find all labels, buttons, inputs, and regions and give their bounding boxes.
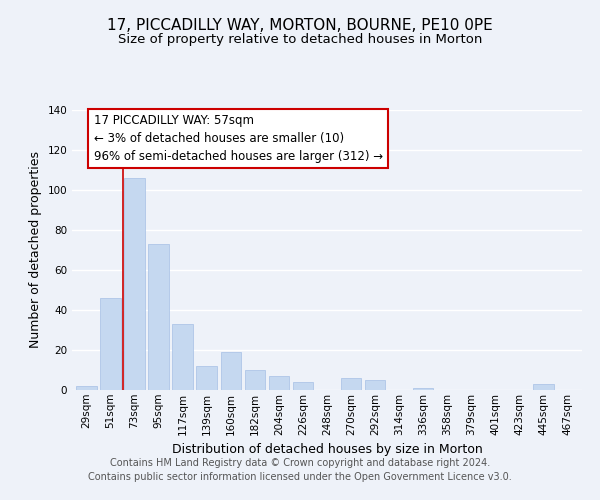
Text: Size of property relative to detached houses in Morton: Size of property relative to detached ho… [118,32,482,46]
Text: 17 PICCADILLY WAY: 57sqm
← 3% of detached houses are smaller (10)
96% of semi-de: 17 PICCADILLY WAY: 57sqm ← 3% of detache… [94,114,383,163]
Bar [293,382,313,390]
Text: 17, PICCADILLY WAY, MORTON, BOURNE, PE10 0PE: 17, PICCADILLY WAY, MORTON, BOURNE, PE10… [107,18,493,32]
Bar [148,244,169,390]
Text: Contains HM Land Registry data © Crown copyright and database right 2024.: Contains HM Land Registry data © Crown c… [110,458,490,468]
Bar [221,352,241,390]
Text: Contains public sector information licensed under the Open Government Licence v3: Contains public sector information licen… [88,472,512,482]
Bar [76,386,97,390]
Bar [172,324,193,390]
Bar [269,376,289,390]
Y-axis label: Number of detached properties: Number of detached properties [29,152,42,348]
X-axis label: Distribution of detached houses by size in Morton: Distribution of detached houses by size … [172,443,482,456]
Bar [533,384,554,390]
Bar [196,366,217,390]
Bar [100,298,121,390]
Bar [365,380,385,390]
Bar [341,378,361,390]
Bar [245,370,265,390]
Bar [124,178,145,390]
Bar [413,388,433,390]
